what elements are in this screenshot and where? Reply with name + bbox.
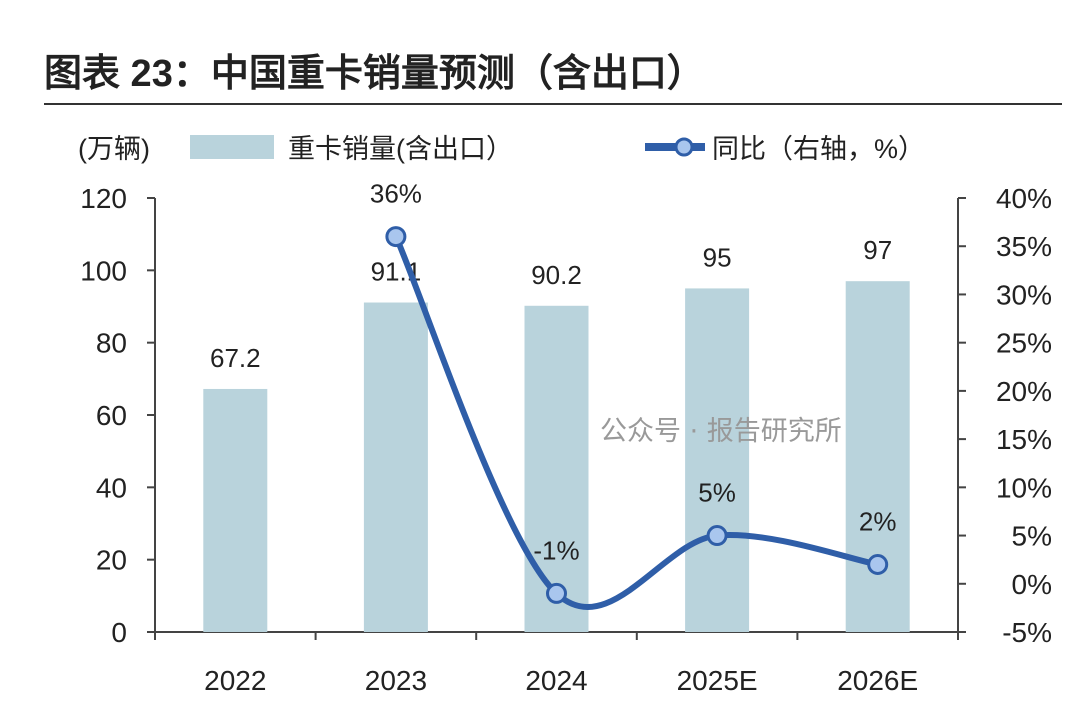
bar-2025E bbox=[685, 288, 750, 632]
chart-title: 图表 23：中国重卡销量预测（含出口） bbox=[44, 53, 705, 95]
yoy-point-2023 bbox=[385, 226, 407, 248]
yoy-data-label: 2% bbox=[859, 506, 897, 536]
y-axis-unit: (万辆) bbox=[78, 134, 150, 164]
legend-line-marker bbox=[674, 137, 694, 157]
watermark: 公众号 · 报告研究所 bbox=[600, 416, 842, 447]
bar-data-label: 95 bbox=[703, 242, 732, 272]
y2-tick-label: 25% bbox=[996, 328, 1052, 359]
y2-tick-label: 35% bbox=[996, 231, 1052, 262]
y2-tick-label: 30% bbox=[996, 279, 1052, 310]
y-tick-label: 100 bbox=[80, 255, 127, 286]
bar-data-label: 97 bbox=[863, 235, 892, 265]
y-tick-label: 40 bbox=[96, 472, 127, 503]
y-tick-label: 60 bbox=[96, 400, 127, 431]
yoy-point-2026E bbox=[867, 553, 889, 575]
x-tick-label: 2026E bbox=[837, 665, 918, 696]
legend-line-label: 同比（右轴，%） bbox=[712, 134, 925, 164]
x-tick-label: 2023 bbox=[365, 665, 427, 696]
y2-tick-label: 10% bbox=[996, 472, 1052, 503]
x-tick-label: 2025E bbox=[677, 665, 758, 696]
y-tick-label: 120 bbox=[80, 183, 127, 214]
y2-tick-label: 5% bbox=[1012, 521, 1052, 552]
y2-tick-label: 20% bbox=[996, 376, 1052, 407]
x-tick-label: 2024 bbox=[525, 665, 587, 696]
yoy-point-2025E bbox=[706, 525, 728, 547]
bar-2023 bbox=[363, 302, 428, 632]
yoy-data-label: -1% bbox=[533, 535, 579, 565]
y2-tick-label: 15% bbox=[996, 424, 1052, 455]
yoy-point-2024 bbox=[546, 582, 567, 604]
bar-data-label: 67.2 bbox=[210, 343, 261, 373]
bar-2026E bbox=[845, 281, 910, 632]
y2-tick-label: 0% bbox=[1012, 569, 1052, 600]
x-tick-label: 2022 bbox=[204, 665, 266, 696]
y-tick-label: 0 bbox=[111, 617, 127, 648]
y-tick-label: 80 bbox=[96, 328, 127, 359]
bar-data-label: 90.2 bbox=[531, 260, 582, 290]
yoy-data-label: 5% bbox=[698, 478, 736, 508]
legend-bar-swatch bbox=[190, 135, 274, 159]
y-tick-label: 20 bbox=[96, 545, 127, 576]
yoy-data-label: 36% bbox=[370, 179, 422, 209]
y2-tick-label: -5% bbox=[1002, 617, 1052, 648]
bar-2022 bbox=[203, 388, 268, 632]
legend-bar-label: 重卡销量(含出口） bbox=[288, 134, 513, 164]
legend: (万辆) 重卡销量(含出口） 同比（右轴，%） bbox=[78, 134, 925, 164]
yoy-line bbox=[392, 233, 881, 610]
bar-2024 bbox=[524, 305, 589, 632]
y2-tick-label: 40% bbox=[996, 183, 1052, 214]
